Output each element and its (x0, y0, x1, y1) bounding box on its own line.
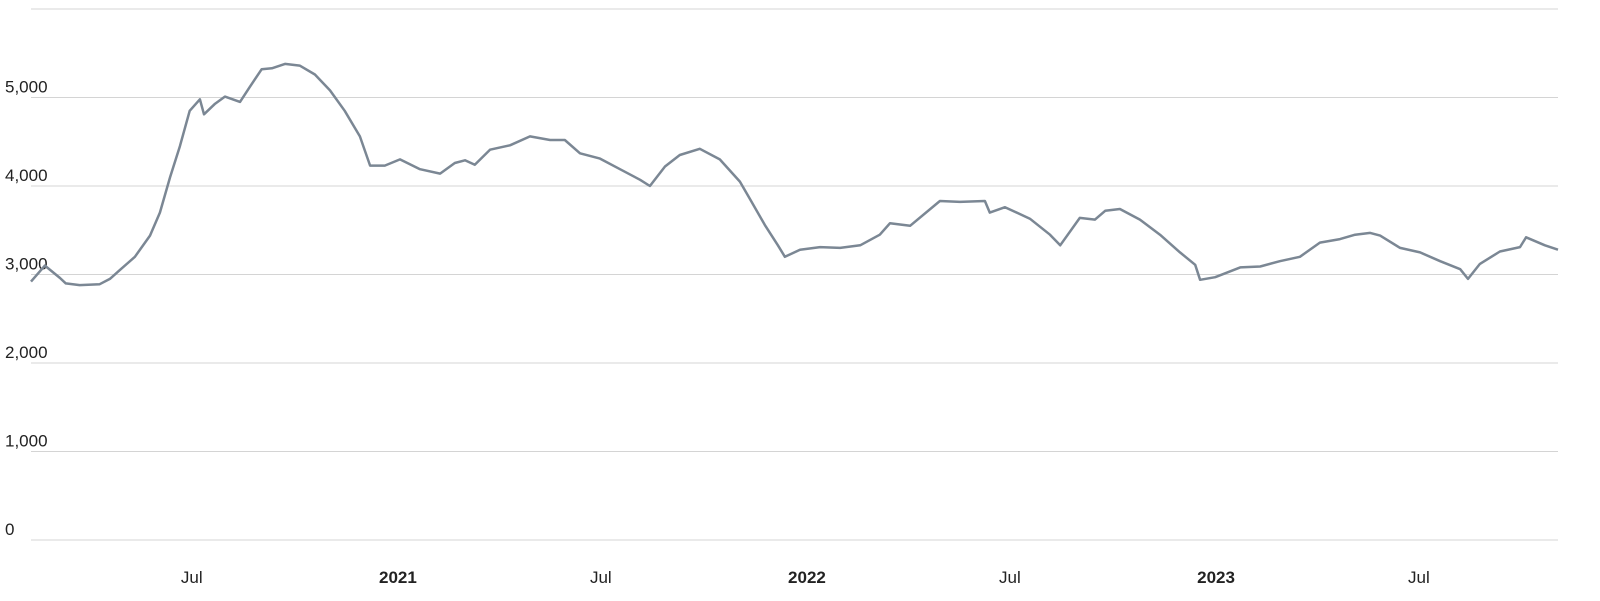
x-tick-label: 2021 (379, 568, 417, 587)
y-tick-label: 1,000 (5, 432, 48, 451)
x-tick-label: Jul (999, 568, 1021, 587)
x-tick-label: Jul (1408, 568, 1430, 587)
x-tick-label: 2023 (1197, 568, 1235, 587)
data-line (30, 62, 1559, 287)
x-tick-label: Jul (181, 568, 203, 587)
y-tick-label: 2,000 (5, 343, 48, 362)
y-tick-label: 5,000 (5, 78, 48, 97)
y-tick-label: 0 (5, 520, 14, 539)
y-tick-label: 4,000 (5, 166, 48, 185)
x-tick-label: Jul (590, 568, 612, 587)
y-tick-label: 3,000 (5, 255, 48, 274)
x-tick-label: 2022 (788, 568, 826, 587)
